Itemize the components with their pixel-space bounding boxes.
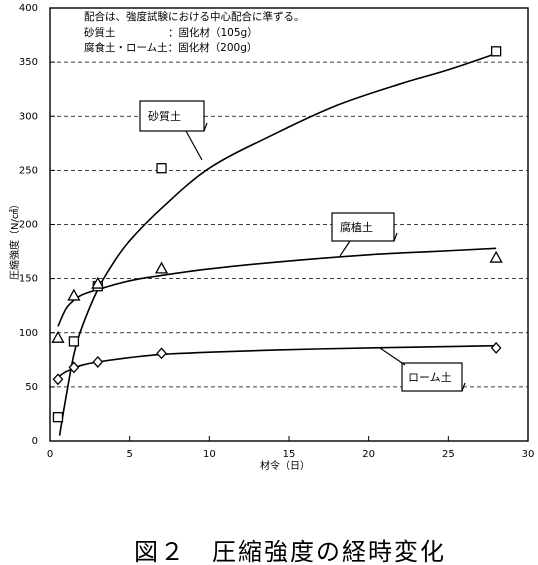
point-loam-4	[490, 341, 502, 354]
y-tick-label-0: 0	[32, 436, 38, 447]
x-tick-label-10: 10	[203, 449, 216, 460]
callout-sandy-box	[139, 100, 205, 132]
series-label-loam: ローム土	[408, 371, 452, 384]
y-tick-label-400: 400	[19, 3, 38, 14]
point-humus-0	[51, 330, 65, 343]
point-loam-3	[156, 347, 167, 360]
y-tick-label-150: 150	[19, 274, 38, 285]
callout-humus: 腐植土	[331, 212, 398, 257]
curve-humus	[57, 247, 497, 327]
notes-box: 配合は、強度試験における中心配合に準ずる。 砂質土 ：固化材（105g） 腐食土…	[84, 10, 305, 54]
callout-loam-box	[401, 362, 463, 392]
grid	[50, 61, 528, 388]
point-sandy-0	[52, 412, 64, 423]
figure-caption: 図２ 圧縮強度の経時変化	[134, 538, 446, 565]
y-tick-label-300: 300	[19, 111, 38, 122]
point-sandy-4	[490, 46, 502, 57]
y-tick-label-350: 350	[19, 57, 38, 68]
point-loam-1	[68, 361, 80, 374]
point-humus-1	[67, 288, 81, 301]
y-axis-title: 圧縮強度（N/㎠）	[8, 199, 21, 280]
x-tick-label-25: 25	[442, 449, 455, 460]
point-sandy-1	[68, 336, 80, 347]
y-tick-label-50: 50	[25, 382, 38, 393]
callout-sandy-leader	[185, 130, 203, 161]
point-loam-2	[92, 356, 104, 368]
tick-labels: 0 50 100 150 200 250 300 350 400 0 5 10 15 20 25 30	[19, 3, 534, 460]
note-line-3: 腐食土・ローム土：固化材（200g）	[84, 41, 257, 54]
curve-sandy	[58, 52, 497, 436]
callout-sandy: 砂質土	[139, 100, 208, 161]
point-loam-0	[52, 373, 64, 386]
x-axis-title: 材令（日）	[260, 459, 310, 472]
series-label-sandy: 砂質土	[148, 109, 181, 123]
callout-humus-leader	[339, 240, 351, 257]
x-tick-label-0: 0	[47, 449, 53, 460]
point-humus-4	[489, 250, 503, 263]
note-line-2: 砂質土 ：固化材（105g）	[84, 26, 258, 39]
callout-loam: ローム土	[379, 347, 466, 392]
axes	[49, 7, 529, 442]
point-humus-2	[91, 276, 105, 289]
x-tick-label-20: 20	[362, 449, 375, 460]
y-tick-label-250: 250	[19, 165, 38, 176]
x-tick-label-5: 5	[126, 449, 132, 460]
callout-loam-leader	[379, 347, 406, 366]
y-tick-label-100: 100	[19, 328, 38, 339]
point-humus-3	[154, 261, 169, 274]
callout-humus-box	[331, 212, 395, 242]
point-sandy-3	[156, 163, 167, 174]
x-tick-label-15: 15	[283, 449, 296, 460]
note-line-1: 配合は、強度試験における中心配合に準ずる。	[84, 10, 305, 23]
series-label-humus: 腐植土	[340, 220, 373, 234]
data-markers	[51, 46, 503, 423]
y-tick-label-200: 200	[19, 220, 38, 231]
x-tick-label-30: 30	[522, 449, 535, 460]
